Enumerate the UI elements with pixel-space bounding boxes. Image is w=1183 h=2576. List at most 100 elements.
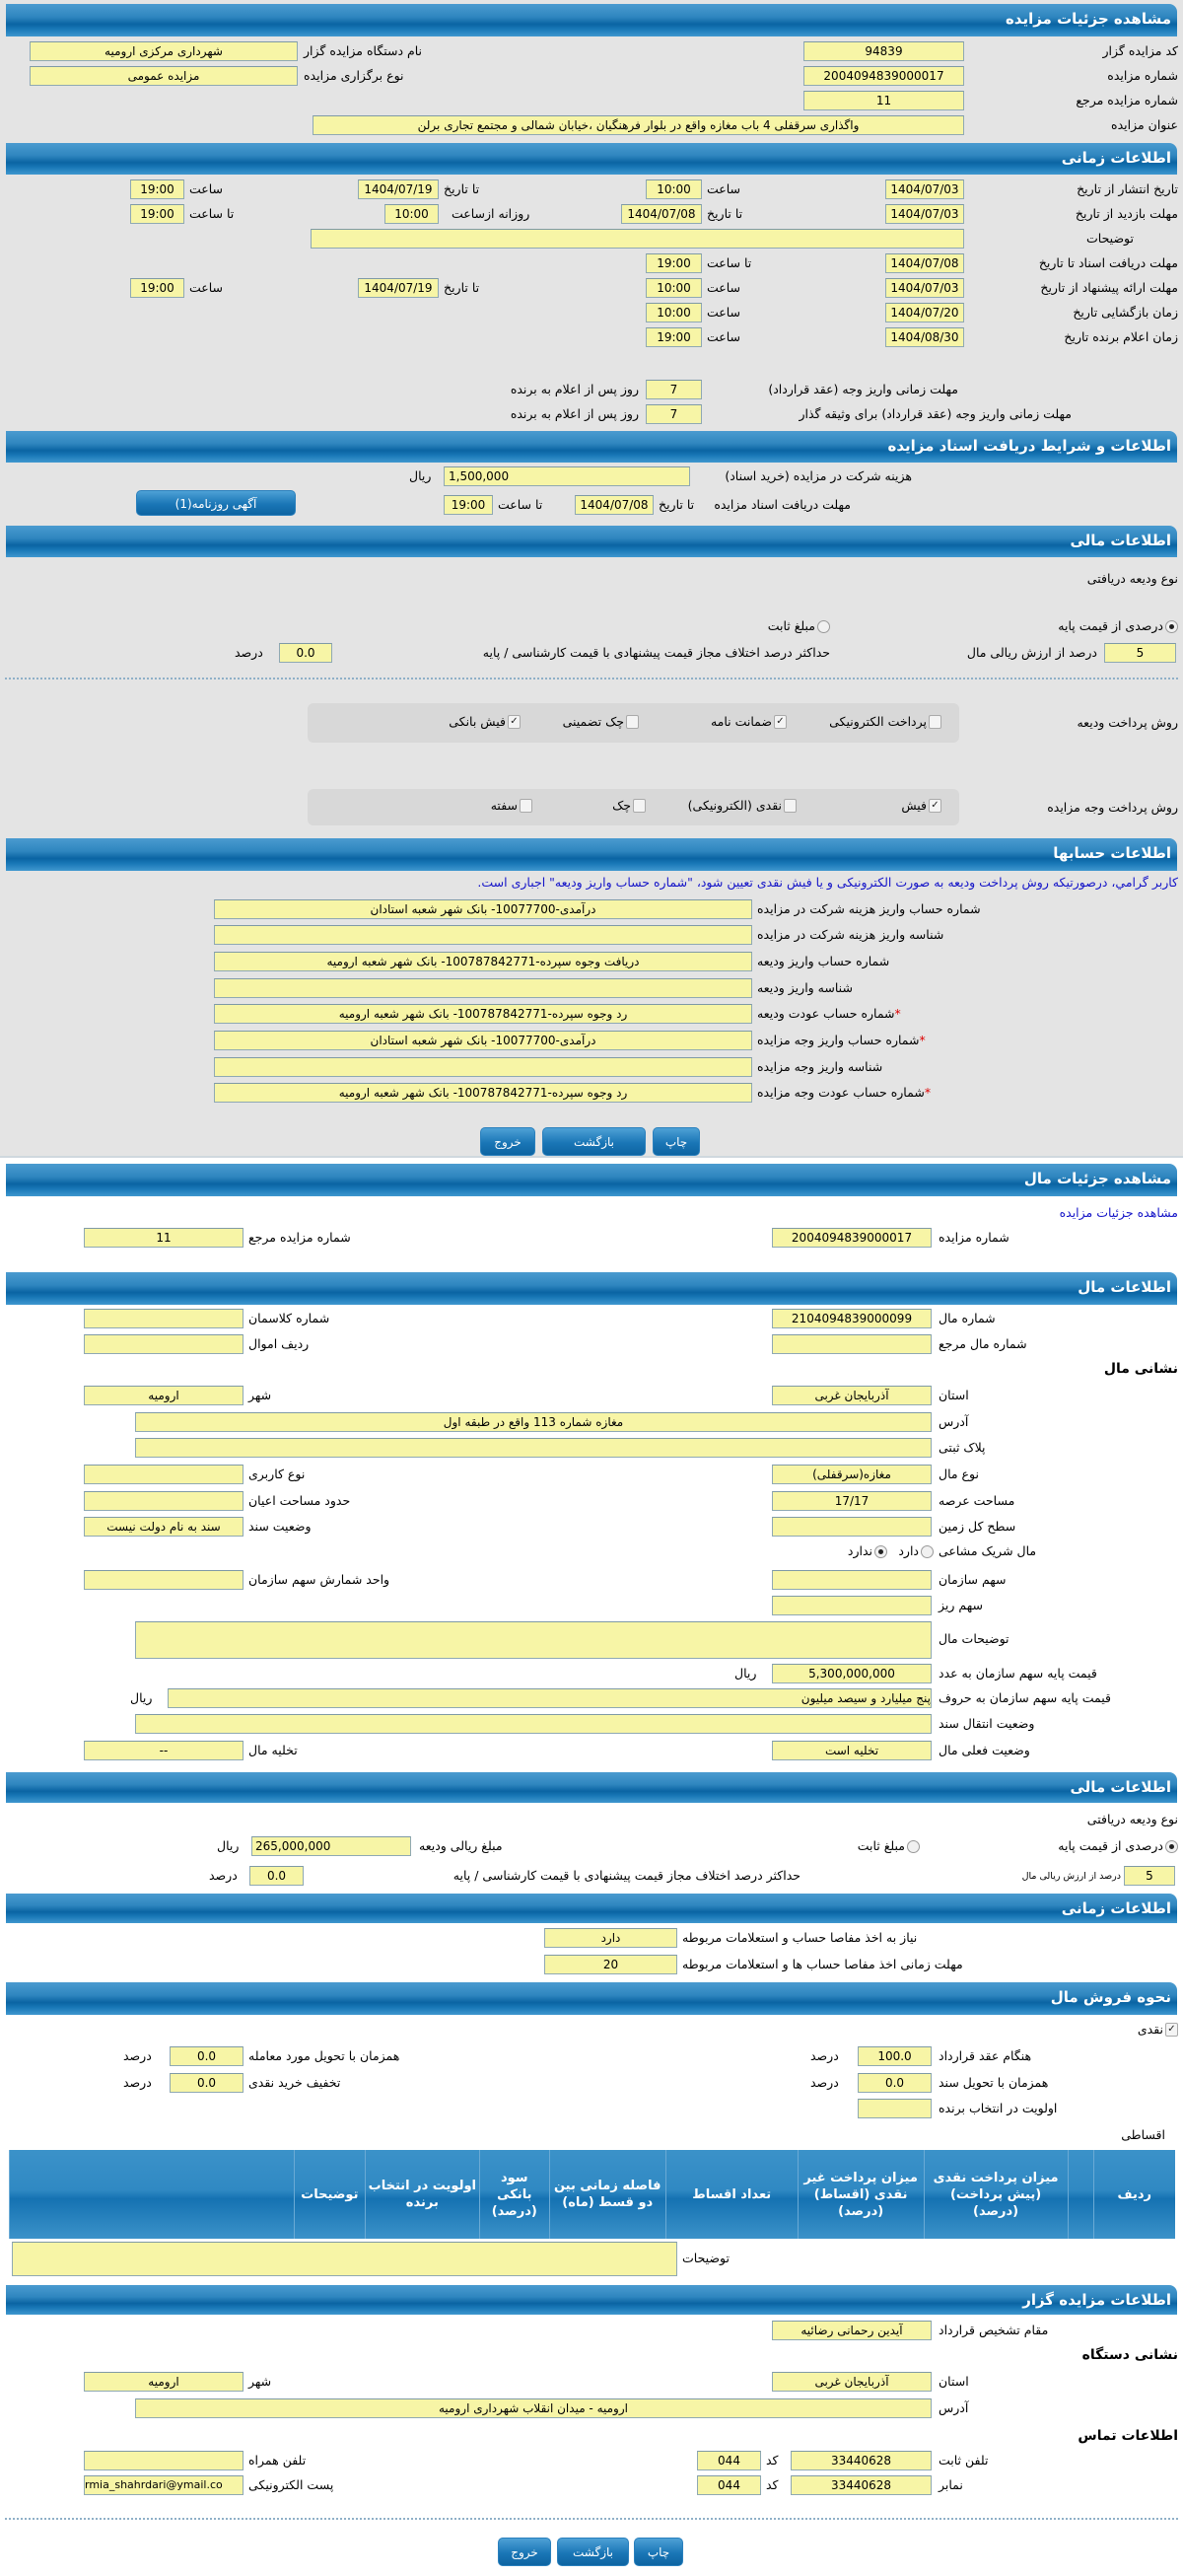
checkbox-icon[interactable]	[626, 715, 639, 729]
account-field[interactable]: رد وجوه سپرده-100787842771- بانک شهر شعب…	[214, 1004, 752, 1024]
visit-from-time[interactable]: 10:00	[384, 204, 439, 224]
item-desc-field[interactable]	[135, 1621, 932, 1659]
item-land-field[interactable]	[772, 1517, 932, 1537]
publish-from-time[interactable]: 10:00	[646, 179, 702, 199]
item-city-field[interactable]: ارومیه	[84, 1386, 244, 1405]
checkbox-cash-electronic[interactable]: نقدی (الکترونیکی)	[688, 797, 797, 815]
item-area-field[interactable]: 17/17	[772, 1491, 932, 1511]
priority-field[interactable]	[858, 2099, 932, 2118]
radio-checked-icon[interactable]	[874, 1544, 887, 1558]
checkbox-icon[interactable]	[520, 799, 532, 813]
item-building-field[interactable]	[84, 1491, 244, 1511]
checkbox-icon[interactable]	[929, 715, 941, 729]
auction-number-field[interactable]: 2004094839000017	[803, 66, 964, 86]
auction-type-field[interactable]: مزایده عمومی	[30, 66, 298, 86]
radio-fixed[interactable]: مبلغ ثابت	[858, 1837, 920, 1855]
item-row-field[interactable]	[84, 1334, 244, 1354]
checkbox-icon[interactable]	[633, 799, 646, 813]
radio-fixed[interactable]: مبلغ ثابت	[768, 617, 830, 635]
guarantor-payment-days-field[interactable]: 7	[646, 404, 702, 424]
back-button[interactable]: بازگشت	[542, 1127, 646, 1156]
item-share-unit-field[interactable]	[84, 1570, 244, 1590]
radio-checked-icon[interactable]	[1165, 619, 1178, 633]
fax-code-field[interactable]: 044	[697, 2475, 761, 2495]
exit-button[interactable]: خروج	[480, 1127, 535, 1156]
winner-date[interactable]: 1404/08/30	[885, 327, 964, 347]
checkbox-checked-icon[interactable]: ✓	[774, 715, 787, 729]
payment-days-field[interactable]: 7	[646, 380, 702, 399]
transfer-status-field[interactable]	[135, 1714, 932, 1734]
deposit-percent-field[interactable]: 5	[1124, 1866, 1175, 1886]
radio-shared-yes[interactable]: دارد	[898, 1542, 934, 1560]
checkbox-checked-icon[interactable]: ✓	[508, 715, 521, 729]
discount-percent-field[interactable]: 0.0	[170, 2073, 244, 2093]
exit-button[interactable]: خروج	[498, 2538, 551, 2566]
account-field[interactable]: درآمدی-10077700- بانک شهر شعبه استادان	[214, 1031, 752, 1050]
offer-to-date[interactable]: 1404/07/19	[358, 278, 439, 298]
checkbox-bank-slip[interactable]: ✓ فیش بانکی	[449, 713, 521, 731]
fax-field[interactable]: 33440628	[791, 2475, 932, 2495]
item-item-ref-field[interactable]	[772, 1334, 932, 1354]
org-name-field[interactable]: شهرداری مرکزی ارومیه	[30, 41, 298, 61]
radio-percent[interactable]: درصدی از قیمت پایه	[1058, 617, 1178, 635]
opening-date[interactable]: 1404/07/20	[885, 303, 964, 322]
checkbox-promissory[interactable]: سفته	[491, 797, 532, 815]
email-field[interactable]: rmia_shahrdari@ymail.co	[84, 2475, 244, 2495]
item-evac-field[interactable]: --	[84, 1741, 244, 1760]
back-button[interactable]: بازگشت	[557, 2538, 629, 2566]
account-field[interactable]	[214, 978, 752, 998]
publish-from-date[interactable]: 1404/07/03	[885, 179, 964, 199]
checkbox-cash[interactable]: ✓ نقدی	[1138, 2021, 1178, 2039]
radio-icon[interactable]	[907, 1839, 920, 1853]
visit-to-time[interactable]: 19:00	[130, 204, 184, 224]
offer-from-time[interactable]: 10:00	[646, 278, 702, 298]
docs-to-time[interactable]: 19:00	[646, 253, 702, 273]
phone-code-field[interactable]: 044	[697, 2451, 761, 2470]
item-class-no-field[interactable]	[84, 1309, 244, 1328]
radio-icon[interactable]	[817, 619, 830, 633]
newspaper-ad-button[interactable]: آگهی روزنامه(1)	[136, 490, 296, 516]
checkbox-icon[interactable]	[784, 799, 797, 813]
contract-percent-field[interactable]: 100.0	[858, 2046, 932, 2066]
publish-to-time[interactable]: 19:00	[130, 179, 184, 199]
winner-time[interactable]: 19:00	[646, 327, 702, 347]
fine-share-field[interactable]	[772, 1596, 932, 1615]
clearance-field[interactable]: دارد	[544, 1928, 677, 1948]
docs-deadline-time[interactable]: 19:00	[444, 495, 493, 515]
checkbox-slip[interactable]: ✓ فیش	[901, 797, 941, 815]
price-words-field[interactable]: پنج میلیارد و سیصد میلیون	[168, 1688, 932, 1708]
deed-percent-field[interactable]: 0.0	[858, 2073, 932, 2093]
item-auction-number[interactable]: 2004094839000017	[772, 1228, 932, 1248]
fee-field[interactable]: 1,500,000	[444, 466, 690, 486]
max-diff-field[interactable]: 0.0	[279, 643, 332, 663]
timing-desc-field[interactable]	[311, 229, 964, 249]
docs-deadline-date[interactable]: 1404/07/08	[575, 495, 654, 515]
mobile-field[interactable]	[84, 2451, 244, 2470]
checkbox-cheque-payment[interactable]: چک	[612, 797, 646, 815]
clearance-days-field[interactable]: 20	[544, 1955, 677, 1974]
org-city-field[interactable]: ارومیه	[84, 2372, 244, 2392]
account-field[interactable]: درآمدی-10077700- بانک شهر شعبه استادان	[214, 899, 752, 919]
item-usage-field[interactable]	[84, 1465, 244, 1484]
item-province-field[interactable]: آذربایجان غربی	[772, 1386, 932, 1405]
radio-icon[interactable]	[921, 1544, 934, 1558]
item-status-field[interactable]: تخلیه است	[772, 1741, 932, 1760]
auction-details-link[interactable]: مشاهده جزئیات مزایده	[1059, 1205, 1178, 1220]
auction-code-field[interactable]: 94839	[803, 41, 964, 61]
phone-field[interactable]: 33440628	[791, 2451, 932, 2470]
price-number-field[interactable]: 5,300,000,000	[772, 1664, 932, 1683]
item-share-field[interactable]	[772, 1570, 932, 1590]
auction-ref-field[interactable]: 11	[803, 91, 964, 110]
account-field[interactable]: رد وجوه سپرده-100787842771- بانک شهر شعب…	[214, 1083, 752, 1103]
account-field[interactable]: دریافت وجوه سپرده-100787842771- بانک شهر…	[214, 952, 752, 971]
opening-time[interactable]: 10:00	[646, 303, 702, 322]
visit-from-date[interactable]: 1404/07/03	[885, 204, 964, 224]
checkbox-checked-icon[interactable]: ✓	[1165, 2023, 1178, 2037]
org-province-field[interactable]: آذربایجان غربی	[772, 2372, 932, 2392]
item-deed-field[interactable]: سند به نام دولت نیست	[84, 1517, 244, 1537]
item-plaque-field[interactable]	[135, 1438, 932, 1458]
deposit-amount-field[interactable]: 265,000,000	[251, 1836, 411, 1856]
checkbox-cheque[interactable]: چک تضمینی	[563, 713, 639, 731]
item-item-no-field[interactable]: 2104094839000099	[772, 1309, 932, 1328]
visit-to-date[interactable]: 1404/07/08	[621, 204, 702, 224]
